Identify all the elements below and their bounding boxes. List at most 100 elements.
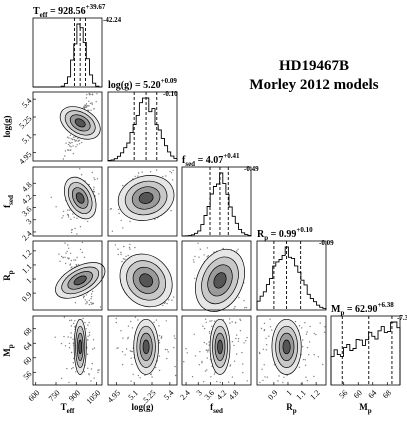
sample-point [209,332,211,335]
panel-frame [107,166,178,237]
sample-point [282,381,284,384]
y-tick-label: 68 [22,326,34,338]
sample-point [87,367,89,369]
hist-panel-rp [256,240,327,311]
sample-point [85,294,88,296]
sample-point [170,210,172,212]
sample-point [76,144,78,146]
sample-point [84,321,86,324]
contour-level-4 [139,273,153,288]
sample-point [88,100,90,103]
panel-frame [181,240,252,311]
sample-point [206,357,208,359]
sample-point [64,345,67,347]
sample-point [300,383,302,385]
sample-point [207,351,209,353]
sample-point [134,175,136,178]
contour-level-4 [282,339,291,355]
sample-point [68,137,70,139]
sample-point [78,143,81,145]
sample-point [266,376,268,378]
sample-point [160,336,163,339]
sample-point [93,108,95,110]
sample-point [72,338,74,340]
sample-point [70,146,72,148]
sample-point [72,152,75,155]
histogram-fsed [182,172,252,237]
sample-point [128,246,131,249]
hist-panel-logg [107,91,178,162]
sample-point [97,369,99,371]
sample-point [166,349,168,351]
sample-point [204,370,207,372]
sample-point [60,377,63,379]
density-panel-rp-vs-logg [107,240,178,311]
title-minus-teff: -42.24 [103,16,122,24]
sample-point [137,172,140,174]
sample-point [162,304,164,307]
sample-point [90,293,93,295]
sample-point [271,329,273,331]
y-tick-label: 2.4 [20,229,33,242]
sample-point [322,363,324,366]
title-minus-mp: -7.30 [397,314,407,322]
sample-point [71,228,73,231]
sample-point [211,325,213,327]
sample-point [70,319,73,321]
sample-point [227,381,230,383]
density-panel-fsed-vs-teff [32,166,103,237]
sample-point [75,139,77,142]
sample-point [83,295,85,297]
sample-point [72,367,74,369]
sample-point [121,363,124,366]
title-minus-logg: -0.10 [163,90,178,98]
sample-point [137,319,139,321]
sample-point [208,344,210,346]
sample-point [278,375,280,377]
x-tick-label: 68 [381,388,393,400]
sample-point [203,254,205,256]
sample-point [193,261,195,263]
sample-point [125,348,128,350]
sample-point [82,297,85,299]
sample-point [68,381,70,384]
sample-point [304,322,306,324]
sample-point [120,251,122,254]
sample-point [236,353,238,355]
panel-frame [32,166,103,237]
sample-point [98,193,100,195]
x-tick-label: 0.9 [266,388,279,401]
y-axis-label-logg: log(g) [2,116,12,138]
sample-point [163,302,165,304]
sample-point [132,373,134,375]
y-tick-label: 3 [24,217,33,226]
sample-point [301,327,303,329]
sample-point [90,301,92,304]
y-tick-label: 1.1 [20,262,33,275]
sample-point [67,214,69,216]
sample-point [88,92,90,95]
sample-point [109,208,112,210]
sample-point [263,329,266,331]
sample-point [245,340,247,342]
sample-point [191,376,194,378]
sample-point [258,351,261,354]
sample-point [87,105,89,107]
sample-point [149,171,152,173]
sample-point [155,319,158,321]
sample-point [70,149,72,151]
hist-panel-fsed [181,166,252,237]
y-tick-label: 5.25 [17,114,33,130]
sample-point [155,366,157,369]
sample-point [74,302,77,304]
sample-point [235,322,237,324]
x-tick-label: 1.1 [294,388,307,401]
sample-point [88,334,91,336]
y-axis-label-rp: Rp [2,270,15,281]
sample-point [169,170,171,173]
sample-point [78,139,81,141]
sample-point [193,333,195,335]
sample-point [158,355,161,357]
sample-point [85,97,88,99]
